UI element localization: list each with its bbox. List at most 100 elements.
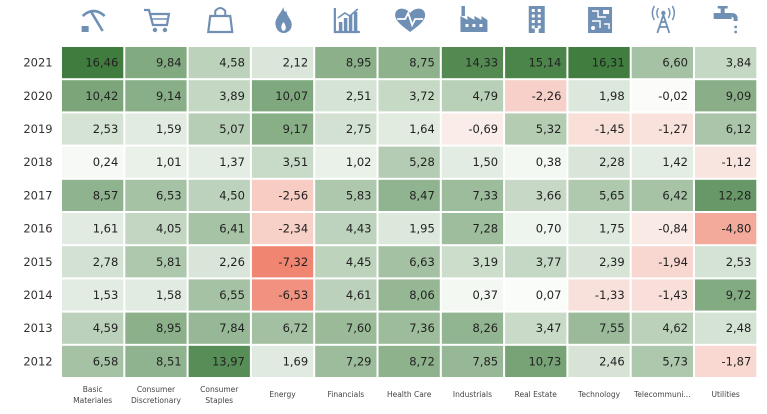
heatmap-cell <box>505 113 567 145</box>
heatmap-cell <box>188 146 250 178</box>
cell-value-label: -1,94 <box>658 255 688 269</box>
cell-value-label: 1,95 <box>409 222 435 236</box>
heatmap-cell <box>315 47 377 79</box>
cell-value-label: 7,60 <box>346 321 372 335</box>
cell-value-label: 3,77 <box>536 255 562 269</box>
cell-value-label: 4,50 <box>219 188 245 202</box>
heatmap-cell <box>441 80 504 112</box>
category-label: Consumer <box>137 385 176 394</box>
heatmap-cell <box>315 246 377 278</box>
cell-value-label: 5,73 <box>662 354 688 368</box>
heatmap-cell <box>315 146 377 178</box>
cell-value-label: 2,46 <box>599 354 625 368</box>
heatmap-cell <box>315 312 377 344</box>
cell-value-label: 10,73 <box>528 354 561 368</box>
heatmap-cell <box>505 146 567 178</box>
cell-value-label: 14,33 <box>465 56 498 70</box>
cell-value-label: 2,53 <box>93 122 119 136</box>
cell-value-label: 1,61 <box>93 222 119 236</box>
cell-value-label: 5,83 <box>346 188 372 202</box>
heatmap-cell <box>631 279 693 311</box>
cell-value-label: -0,84 <box>658 222 688 236</box>
heatmap-cell <box>125 345 187 377</box>
cell-value-label: 7,55 <box>599 321 625 335</box>
cell-value-label: 3,66 <box>536 188 562 202</box>
cell-value-label: 6,12 <box>726 122 752 136</box>
cell-value-label: 16,46 <box>85 56 118 70</box>
heatmap-cell <box>125 146 187 178</box>
cell-value-label: 1,37 <box>219 155 245 169</box>
heatmap-cell <box>188 47 250 79</box>
heatmap-cell <box>695 113 757 145</box>
heatmap-cell <box>441 279 504 311</box>
cell-value-label: 1,02 <box>346 155 372 169</box>
heatmap-cell <box>62 146 124 178</box>
cell-value-label: 2,78 <box>93 255 119 269</box>
cell-value-label: 6,63 <box>409 255 435 269</box>
heatmap-cell <box>505 246 567 278</box>
heatmap-cell <box>695 246 757 278</box>
cell-value-label: 3,72 <box>409 89 435 103</box>
heatmap-cell <box>378 246 440 278</box>
circuit-board-icon <box>588 7 613 33</box>
heatmap-cell <box>378 113 440 145</box>
cell-value-label: 6,58 <box>93 354 119 368</box>
heatmap-cell <box>125 246 187 278</box>
heatmap-cell <box>251 113 314 145</box>
heatmap-cell <box>315 279 377 311</box>
heatmap-cell <box>188 179 250 211</box>
heatmap-cell <box>695 179 757 211</box>
cell-value-label: 4,59 <box>93 321 119 335</box>
cell-value-label: 12,28 <box>718 188 751 202</box>
heatmap-cell <box>188 345 250 377</box>
heatmap-cell <box>695 47 757 79</box>
heatmap-cell <box>315 113 377 145</box>
heatmap-cell <box>378 213 440 245</box>
cell-value-label: 10,42 <box>85 89 118 103</box>
heatmap-cell <box>631 179 693 211</box>
cell-value-label: 4,61 <box>346 288 372 302</box>
heatmap-cell <box>378 312 440 344</box>
heatmap-cell <box>251 47 314 79</box>
cell-value-label: 8,72 <box>409 354 435 368</box>
year-label: 2014 <box>23 288 52 302</box>
category-label: Materiales <box>73 396 112 405</box>
heatmap-cell <box>441 113 504 145</box>
heatmap-cell <box>62 80 124 112</box>
cell-value-label: -4,80 <box>722 222 752 236</box>
cell-value-label: 1,98 <box>599 89 625 103</box>
cell-value-label: 0,24 <box>93 155 119 169</box>
cell-value-label: 8,57 <box>93 188 119 202</box>
heatmap-cell <box>315 213 377 245</box>
heatmap-cell <box>631 345 693 377</box>
heatmap-cell <box>568 213 630 245</box>
cell-value-label: 1,01 <box>156 155 182 169</box>
cell-value-label: 3,47 <box>536 321 562 335</box>
mining-pickaxe-icon <box>81 9 106 32</box>
cell-value-label: 4,45 <box>346 255 372 269</box>
heatmap-cell <box>251 279 314 311</box>
heatmap-cell <box>62 312 124 344</box>
heatmap-cell <box>188 113 250 145</box>
cell-value-label: 3,19 <box>472 255 498 269</box>
heatmap-cell <box>631 146 693 178</box>
cell-value-label: 8,26 <box>472 321 498 335</box>
heatmap-cell <box>251 213 314 245</box>
heatmap-cell <box>631 213 693 245</box>
heatmap-cell <box>62 246 124 278</box>
building-icon <box>528 6 545 33</box>
cell-value-label: 8,51 <box>156 354 182 368</box>
heatmap-cell <box>62 113 124 145</box>
category-label: Utilities <box>712 390 740 399</box>
year-label: 2015 <box>23 255 52 269</box>
heatmap-cell <box>251 80 314 112</box>
cell-value-label: 9,72 <box>726 288 752 302</box>
cell-value-label: 5,28 <box>409 155 435 169</box>
cell-value-label: 15,14 <box>528 56 561 70</box>
cell-value-label: 8,75 <box>409 56 435 70</box>
cell-value-label: 7,28 <box>472 222 498 236</box>
factory-icon <box>460 6 488 32</box>
cell-value-label: 4,58 <box>219 56 245 70</box>
cell-value-label: 5,81 <box>156 255 182 269</box>
